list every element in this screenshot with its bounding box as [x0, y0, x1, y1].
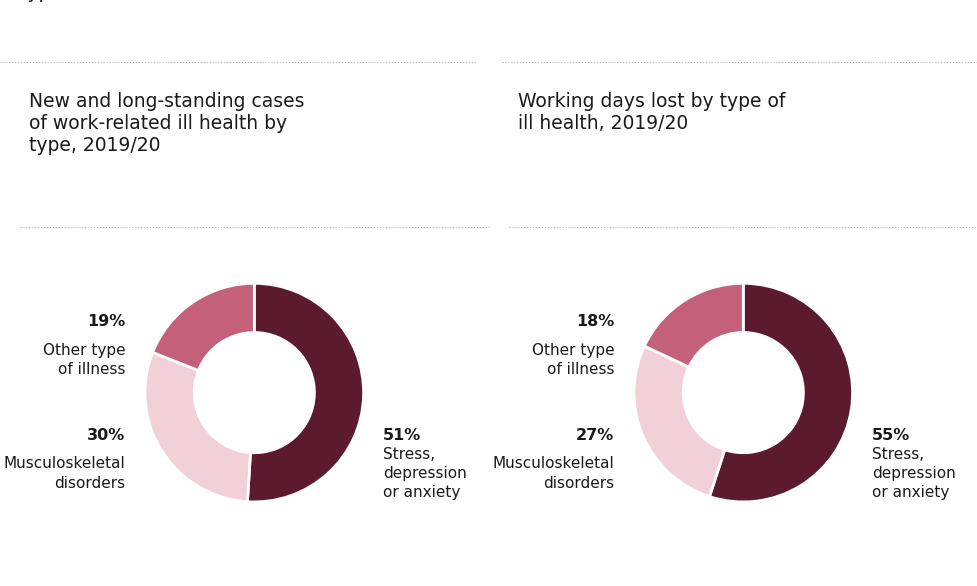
Wedge shape [708, 283, 852, 502]
Wedge shape [644, 283, 743, 367]
Wedge shape [633, 346, 724, 496]
Wedge shape [152, 283, 254, 370]
Text: Stress,
depression
or anxiety: Stress, depression or anxiety [871, 447, 956, 500]
Text: 19%: 19% [87, 314, 125, 329]
Text: 27%: 27% [575, 428, 614, 443]
Text: Musculoskeletal
disorders: Musculoskeletal disorders [4, 456, 125, 490]
Text: New and long-standing cases
of work-related ill health by
type, 2019/20: New and long-standing cases of work-rela… [29, 93, 305, 155]
Text: 51%: 51% [383, 428, 421, 443]
Text: Other type
of illness: Other type of illness [531, 343, 614, 377]
Wedge shape [247, 283, 363, 502]
Text: Stress,
depression
or anxiety: Stress, depression or anxiety [383, 447, 467, 500]
Text: Other type
of illness: Other type of illness [43, 343, 125, 377]
Text: Musculoskeletal
disorders: Musculoskeletal disorders [492, 456, 614, 490]
Text: Working days lost by type of
ill health, 2019/20: Working days lost by type of ill health,… [518, 93, 785, 133]
Text: 18%: 18% [575, 314, 614, 329]
Text: New and long-standing cases
of work-related ill health by
type, 2019/20: New and long-standing cases of work-rela… [20, 0, 295, 2]
Text: 55%: 55% [871, 428, 910, 443]
Text: 30%: 30% [87, 428, 125, 443]
Wedge shape [145, 352, 250, 502]
